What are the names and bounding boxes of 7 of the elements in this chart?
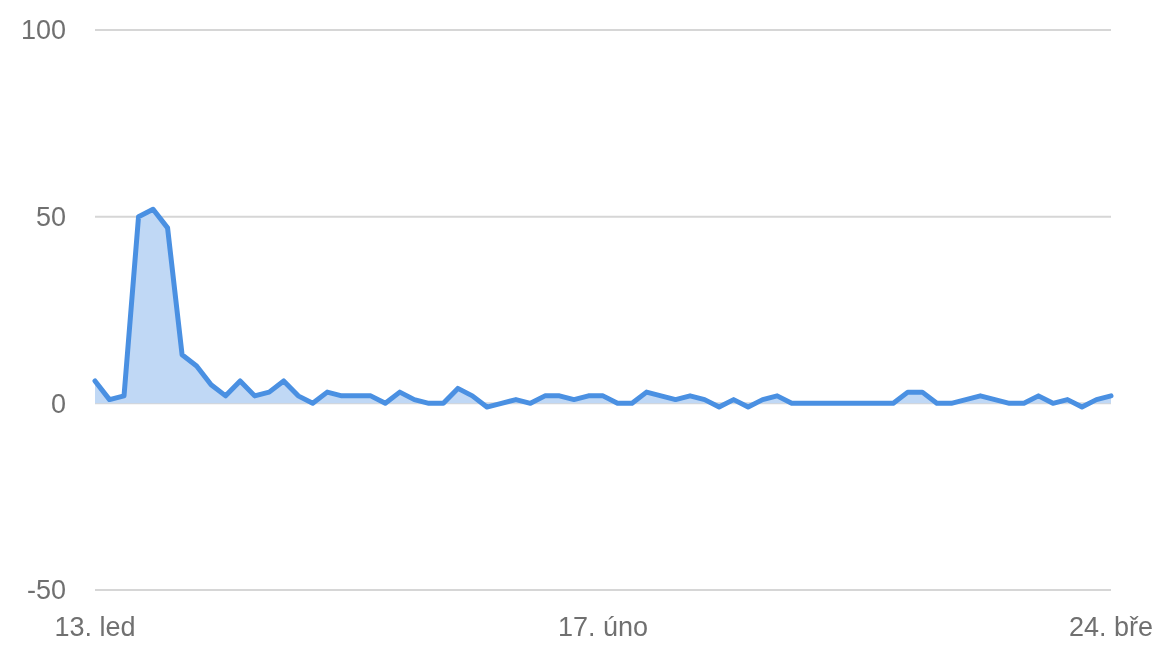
y-tick-label: 100 (20, 15, 66, 46)
y-tick-label: 50 (35, 202, 66, 233)
y-tick-label: 0 (50, 388, 66, 419)
x-tick-label: 13. led (54, 612, 136, 642)
x-tick-label: 24. bře (1068, 612, 1154, 642)
y-tick-label: -50 (26, 575, 66, 606)
x-tick-label: 17. úno (557, 612, 649, 642)
